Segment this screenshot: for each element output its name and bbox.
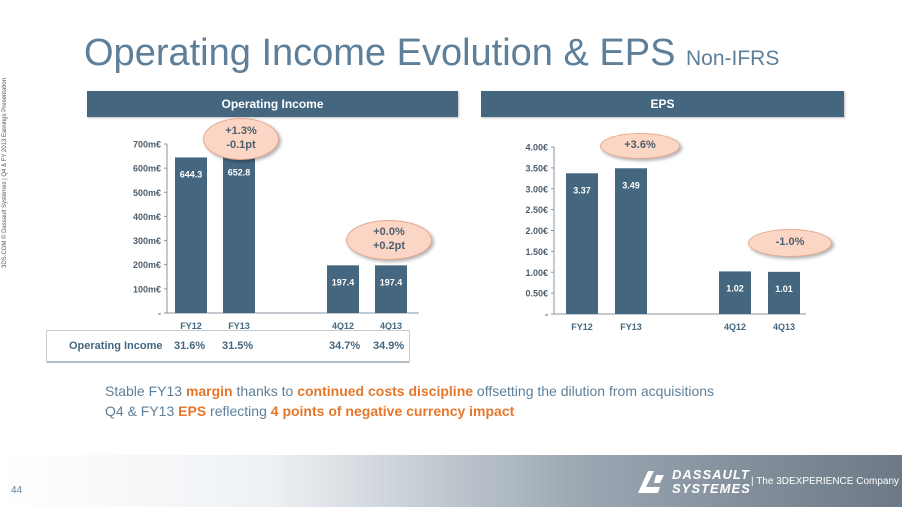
data-label: 197.4 bbox=[380, 277, 403, 287]
x-tick-label: FY13 bbox=[228, 321, 250, 331]
eps-header: EPS bbox=[481, 91, 844, 117]
y-tick-label: 1.50€ bbox=[525, 247, 548, 257]
footer-band bbox=[0, 455, 902, 507]
x-tick-label: FY13 bbox=[620, 322, 642, 332]
data-label: 197.4 bbox=[332, 277, 355, 287]
table-label: Operating Income bbox=[69, 340, 163, 352]
table-cell: 34.7% bbox=[329, 340, 361, 352]
x-tick-label: FY12 bbox=[180, 321, 202, 331]
data-label: 1.01 bbox=[775, 284, 793, 294]
y-tick-label: 600m€ bbox=[133, 164, 161, 174]
page-subtitle: Non-IFRS bbox=[686, 47, 780, 70]
commentary-line-2: Q4 & FY13 EPS reflecting 4 points of neg… bbox=[105, 403, 515, 419]
y-tick-label: 100m€ bbox=[133, 284, 161, 294]
y-tick-label: - bbox=[545, 310, 548, 320]
growth-bubble: +0.0% +0.2pt bbox=[346, 220, 432, 260]
y-tick-label: - bbox=[158, 309, 161, 319]
y-tick-label: 500m€ bbox=[133, 188, 161, 198]
commentary-line-1: Stable FY13 margin thanks to continued c… bbox=[105, 383, 715, 399]
table-cell: 34.9% bbox=[373, 340, 405, 352]
operating-income-chart: - 100m€ 200m€ 300m€ 400m€ 500m€ 600m€ 700m€ 644.… bbox=[133, 140, 419, 331]
data-label: 644.3 bbox=[180, 169, 203, 179]
y-tick-label: 400m€ bbox=[133, 212, 161, 222]
tagline: | The 3DEXPERIENCE Company bbox=[751, 476, 900, 487]
y-tick-label: 700m€ bbox=[133, 140, 161, 150]
operating-margin-table: Operating Income 31.6% 31.5% 34.7% 34.9% bbox=[46, 330, 410, 363]
x-tick-label: 4Q13 bbox=[380, 321, 402, 331]
data-label: 1.02 bbox=[726, 283, 744, 293]
y-tick-label: 200m€ bbox=[133, 260, 161, 270]
page-number: 44 bbox=[11, 485, 23, 496]
3ds-logo-icon bbox=[634, 467, 668, 497]
x-tick-label: 4Q12 bbox=[724, 322, 746, 332]
data-label: 3.37 bbox=[573, 185, 591, 195]
company-logo: DASSAULT SYSTEMES | The 3DEXPERIENCE Com… bbox=[634, 465, 899, 499]
y-tick-label: 1.00€ bbox=[525, 268, 548, 278]
data-label: 3.49 bbox=[622, 180, 640, 190]
side-note: 3DS.COM © Dassault Systèmes | Q4 & FY 20… bbox=[2, 78, 8, 268]
table-cell: 31.6% bbox=[174, 340, 206, 352]
growth-bubble: -1.0% bbox=[748, 229, 832, 257]
bar bbox=[327, 265, 359, 313]
x-tick-label: 4Q12 bbox=[332, 321, 354, 331]
y-tick-label: 3.00€ bbox=[525, 184, 548, 194]
bar bbox=[768, 271, 800, 314]
y-tick-label: 0.50€ bbox=[525, 289, 548, 299]
operating-income-header: Operating Income bbox=[87, 91, 458, 117]
y-tick-label: 2.50€ bbox=[525, 205, 548, 215]
bar bbox=[719, 271, 751, 314]
data-label: 652.8 bbox=[228, 167, 251, 177]
y-tick-label: 4.00€ bbox=[525, 143, 548, 153]
growth-bubble: +1.3% -0.1pt bbox=[203, 118, 279, 160]
eps-chart: - 0.50€ 1.00€ 1.50€ 2.00€ 2.50€ 3.00€ 3.50€ 4.00… bbox=[525, 143, 806, 332]
y-tick-label: 300m€ bbox=[133, 236, 161, 246]
commentary: Stable FY13 margin thanks to continued c… bbox=[105, 381, 714, 421]
bar bbox=[175, 157, 207, 313]
page-title: Operating Income Evolution & EPS Non-IFR… bbox=[84, 32, 780, 74]
table-cell: 31.5% bbox=[222, 340, 254, 352]
bar bbox=[566, 173, 598, 314]
bar bbox=[223, 155, 255, 313]
y-tick-label: 3.50€ bbox=[525, 163, 548, 173]
x-tick-label: 4Q13 bbox=[773, 322, 795, 332]
x-tick-label: FY12 bbox=[571, 322, 593, 332]
y-tick-label: 2.00€ bbox=[525, 226, 548, 236]
bar bbox=[375, 265, 407, 313]
bar bbox=[615, 168, 647, 314]
growth-bubble: +3.6% bbox=[600, 133, 680, 159]
